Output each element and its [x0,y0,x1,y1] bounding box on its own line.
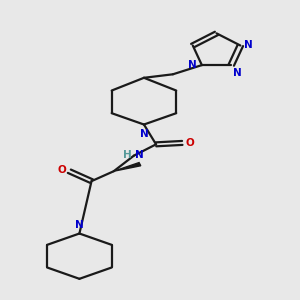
Text: O: O [185,138,194,148]
Text: N: N [135,150,143,160]
Polygon shape [114,163,141,171]
Text: N: N [140,129,148,139]
Text: H: H [123,150,132,160]
Text: N: N [233,68,242,78]
Text: N: N [188,60,197,70]
Text: O: O [57,165,66,175]
Text: N: N [244,40,252,50]
Text: N: N [75,220,84,230]
